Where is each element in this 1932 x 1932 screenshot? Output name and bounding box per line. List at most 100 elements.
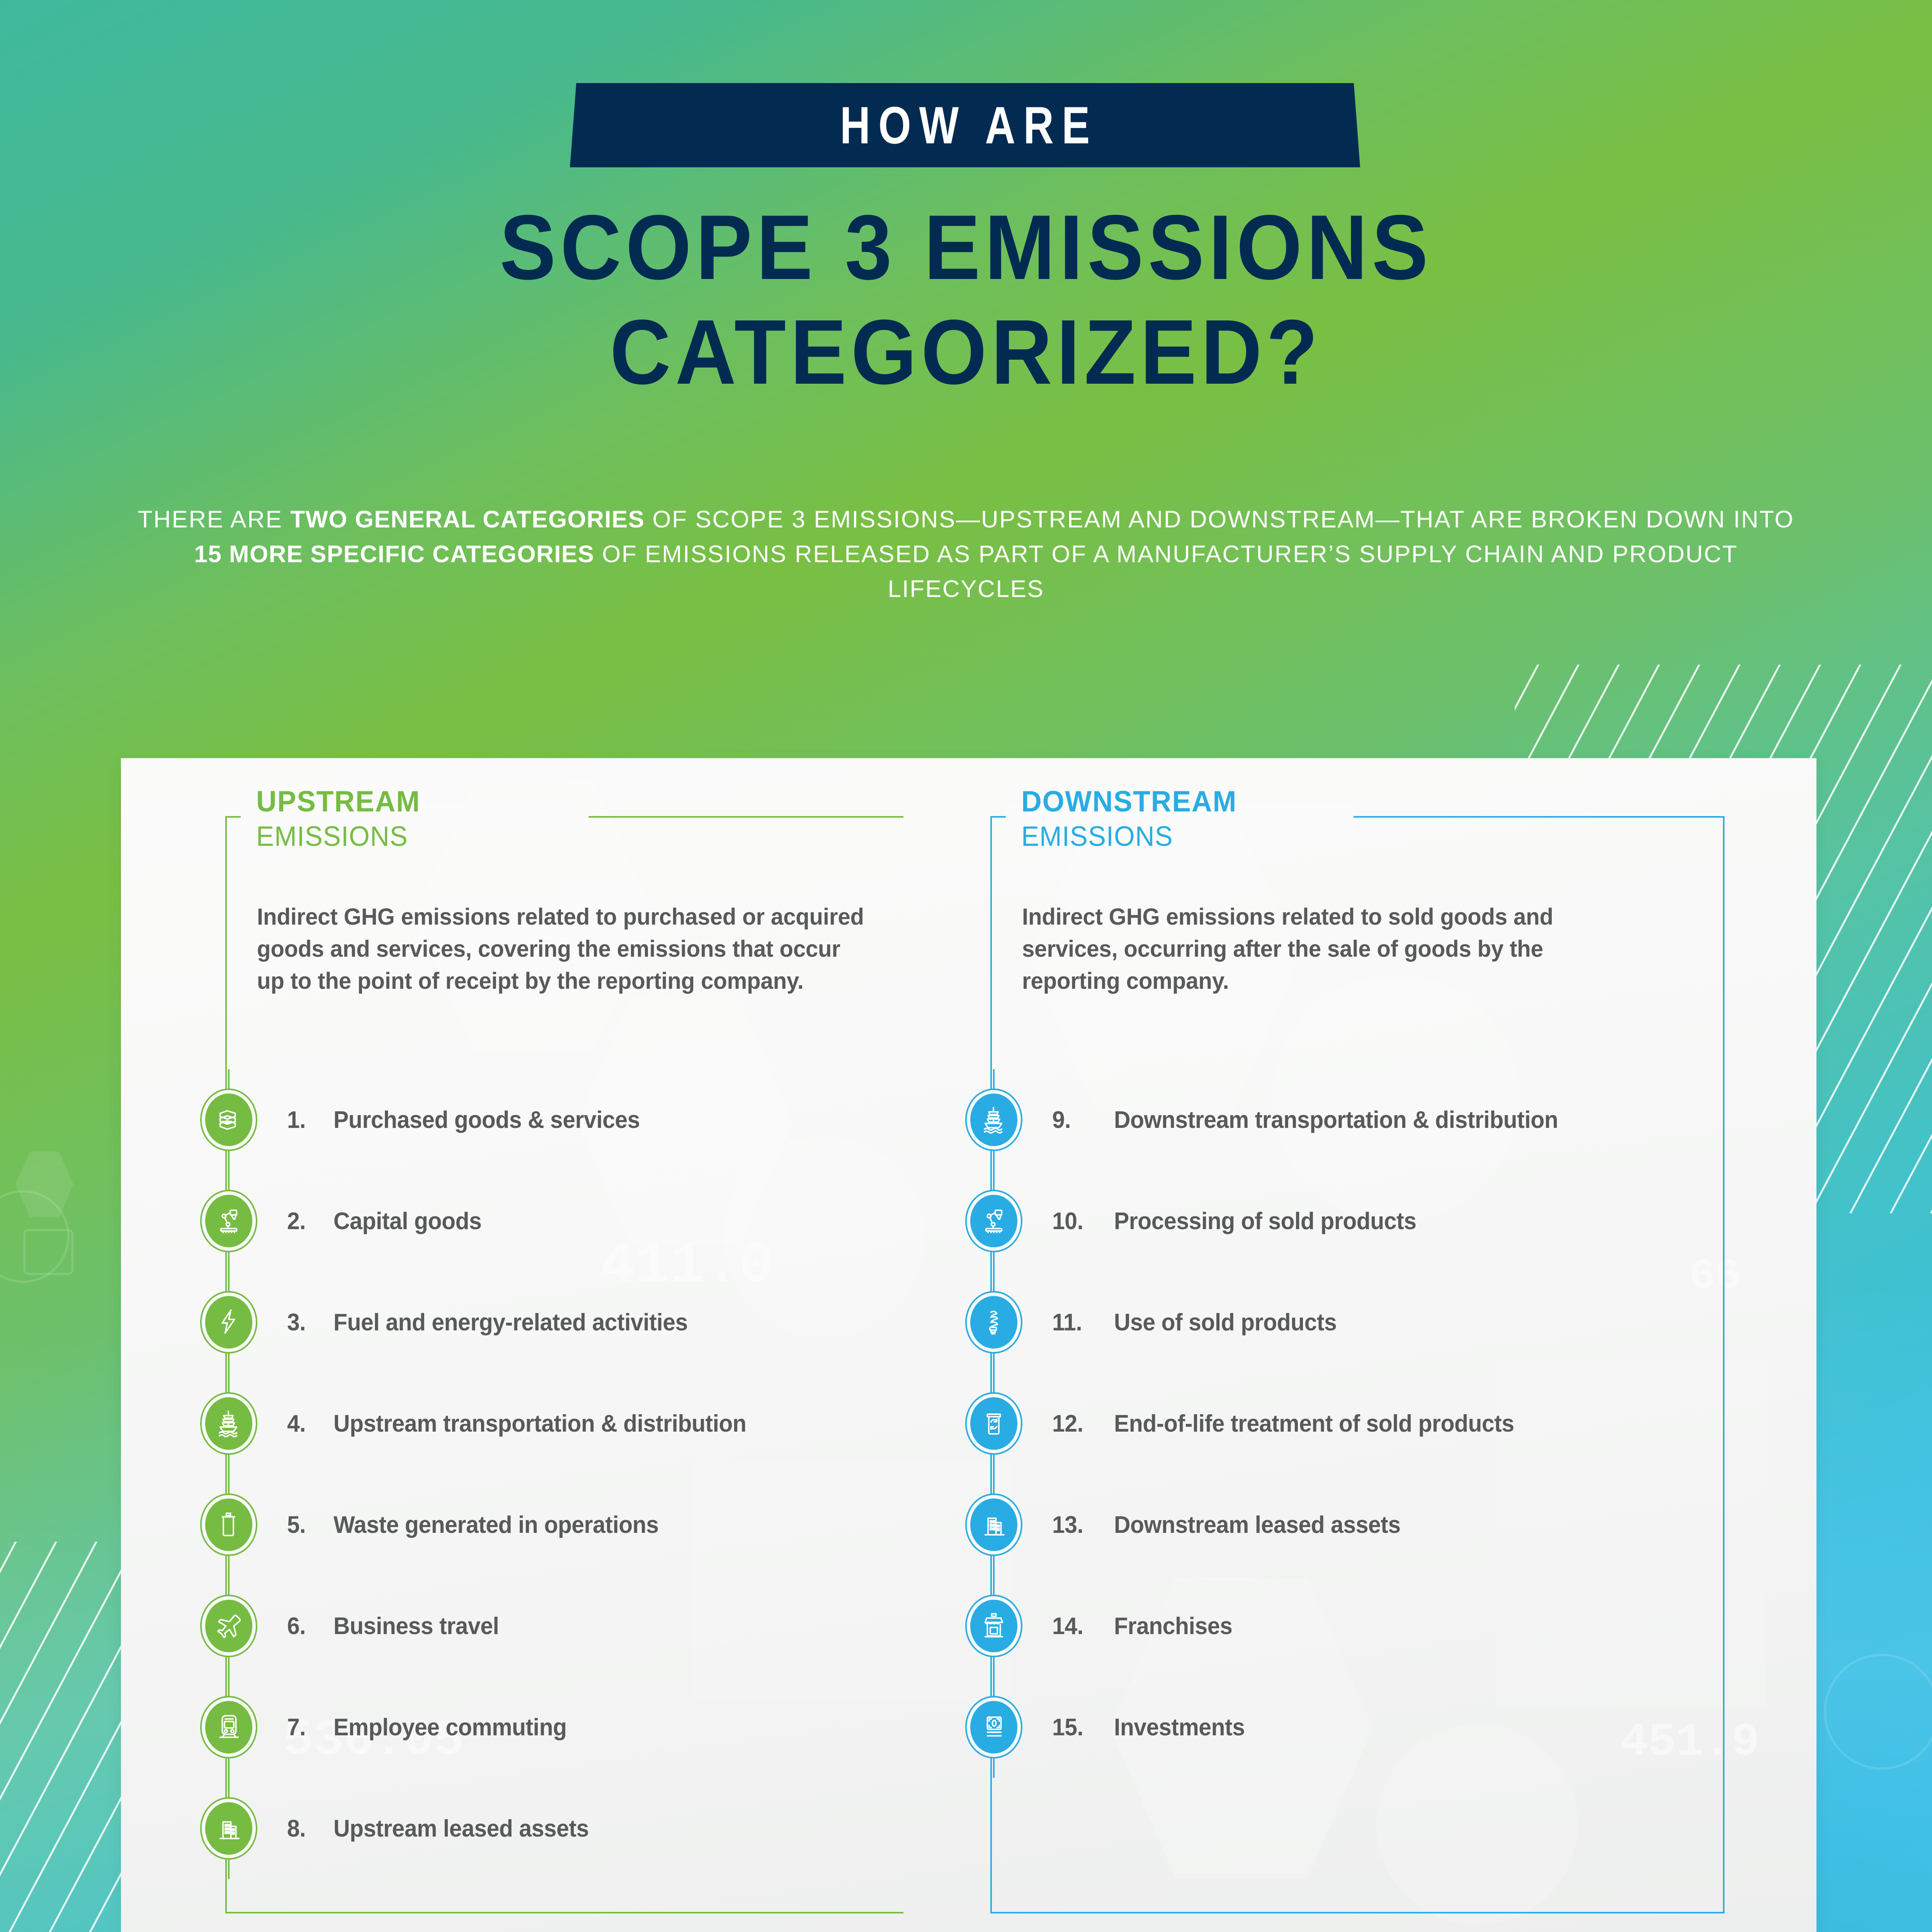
subtitle-text-2: OF SCOPE 3 EMISSIONS—UPSTREAM AND DOWNST…	[645, 506, 1794, 533]
list-item-label: Capital goods	[333, 1208, 482, 1235]
ghost-shape	[693, 1461, 1010, 1701]
page-title: SCOPE 3 EMISSIONS CATEGORIZED?	[0, 195, 1932, 405]
list-item-label: Downstream transportation & distribution	[1114, 1106, 1558, 1133]
list-item-label: Upstream transportation & distribution	[333, 1410, 747, 1437]
badge-fill	[205, 1802, 252, 1855]
money-bill-icon	[986, 1716, 1002, 1737]
list-item-label: Upstream leased assets	[333, 1815, 589, 1842]
upstream-list: 1. Purchased goods & services 2. Capital go…	[163, 1069, 913, 1879]
subtitle-text-1: THERE ARE	[138, 506, 291, 533]
list-item-label: Business travel	[333, 1612, 499, 1639]
subtitle-text-3: OF EMISSIONS RELEASED AS PART OF A MANUF…	[594, 541, 1738, 602]
upstream-heading: UPSTREAM EMISSIONS	[256, 787, 427, 852]
downstream-list: 9. Downstream transportation & distributi…	[929, 1069, 1736, 1778]
downstream-bracket	[990, 816, 1725, 1913]
cargo-ship-icon	[984, 1107, 1003, 1134]
content-card: 411.0 536.05 451.9 66 UPSTREAM EMISSIONS…	[121, 758, 1816, 1932]
page-subtitle: THERE ARE TWO GENERAL CATEGORIES OF SCOP…	[135, 502, 1797, 607]
ghost-number: 411.0	[600, 1233, 774, 1299]
list-item[interactable]: 13. Downstream leased assets	[929, 1474, 1736, 1575]
list-item-badge	[965, 1392, 1022, 1455]
badge-fill	[970, 1296, 1017, 1349]
page-title-line-1: SCOPE 3 EMISSIONS	[499, 196, 1433, 299]
list-item-number: 10.	[1052, 1208, 1083, 1235]
list-item[interactable]: 8. Upstream leased assets	[163, 1778, 913, 1879]
upstream-description: Indirect GHG emissions related to purcha…	[257, 904, 864, 994]
list-item-badge	[200, 1595, 257, 1657]
list-item-label: Use of sold products	[1114, 1309, 1337, 1336]
list-item[interactable]: 4. Upstream transportation & distribution	[163, 1373, 913, 1474]
list-item-badge	[200, 1797, 257, 1860]
list-item[interactable]: 15. Investments	[929, 1677, 1736, 1778]
badge-fill	[970, 1094, 1017, 1146]
list-item-badge	[965, 1088, 1022, 1151]
badge-fill	[970, 1195, 1017, 1247]
upstream-heading-main: UPSTREAM	[256, 785, 420, 818]
upstream-heading-sub: EMISSIONS	[256, 821, 408, 852]
list-item[interactable]: 9. Downstream transportation & distributi…	[929, 1069, 1736, 1170]
list-item[interactable]: 11. Use of sold products	[929, 1272, 1736, 1373]
list-item-badge	[200, 1392, 257, 1455]
subtitle-emphasis-1: TWO GENERAL CATEGORIES	[290, 506, 645, 533]
list-item[interactable]: 10. Processing of sold products	[929, 1170, 1736, 1272]
ghost-shape	[724, 1137, 925, 1338]
robot-arm-icon	[220, 1209, 238, 1233]
list-item-badge	[965, 1696, 1022, 1759]
downstream-heading: DOWNSTREAM EMISSIONS	[1021, 787, 1246, 852]
ribbon-banner: HOW ARE	[570, 83, 1360, 167]
badge-fill	[970, 1600, 1017, 1652]
badge-fill	[970, 1701, 1017, 1753]
list-item-number: 6.	[287, 1612, 306, 1639]
list-item-label: Waste generated in operations	[333, 1511, 659, 1538]
recycle-bin-icon	[986, 1413, 1001, 1435]
badge-fill	[205, 1094, 252, 1146]
list-item-number: 5.	[287, 1511, 306, 1538]
badge-fill	[205, 1397, 252, 1450]
list-item-number: 15.	[1052, 1714, 1083, 1741]
list-item-number: 8.	[287, 1815, 306, 1842]
list-item[interactable]: 12. End-of-life treatment of sold product…	[929, 1373, 1736, 1474]
list-item[interactable]: 3. Fuel and energy-related activities	[163, 1272, 913, 1373]
office-building-icon	[219, 1821, 240, 1839]
card-background-texture: 411.0 536.05 451.9 66	[121, 758, 1816, 1932]
list-item-label: End-of-life treatment of sold products	[1114, 1410, 1514, 1437]
list-item-badge	[965, 1291, 1022, 1354]
list-item[interactable]: 14. Franchises	[929, 1575, 1736, 1677]
cargo-ship-icon	[218, 1410, 238, 1437]
subtitle-emphasis-2: 15 MORE SPECIFIC CATEGORIES	[194, 541, 595, 568]
list-item[interactable]: 7. Employee commuting	[163, 1677, 913, 1778]
ribbon-label: HOW ARE	[840, 96, 1098, 155]
list-item[interactable]: 6. Business travel	[163, 1575, 913, 1677]
ghost-shape	[577, 998, 793, 1245]
list-item-badge	[200, 1088, 257, 1151]
badge-fill	[205, 1498, 252, 1551]
list-item-number: 12.	[1052, 1410, 1083, 1437]
list-item-number: 2.	[287, 1208, 306, 1235]
office-building-icon	[984, 1517, 1005, 1536]
ghost-shape	[1824, 1654, 1932, 1770]
page-title-line-2: CATEGORIZED?	[610, 301, 1322, 404]
downstream-heading-sub: EMISSIONS	[1021, 821, 1173, 852]
list-item-label: Fuel and energy-related activities	[333, 1309, 688, 1336]
card-columns: UPSTREAM EMISSIONS Indirect GHG emission…	[121, 758, 1816, 1932]
list-item-badge	[200, 1696, 257, 1759]
badge-fill	[970, 1397, 1017, 1450]
list-item[interactable]: 2. Capital goods	[163, 1170, 913, 1272]
airplane-icon	[217, 1614, 241, 1638]
badge-fill	[970, 1498, 1017, 1551]
trash-bin-icon	[221, 1512, 235, 1536]
list-item[interactable]: 5. Waste generated in operations	[163, 1474, 913, 1575]
downstream-description: Indirect GHG emissions related to sold g…	[1022, 904, 1553, 994]
list-item-number: 13.	[1052, 1511, 1083, 1538]
ghost-shape	[1029, 804, 1299, 1114]
list-item-number: 14.	[1052, 1612, 1083, 1639]
downstream-heading-main: DOWNSTREAM	[1021, 785, 1237, 818]
list-item-number: 11.	[1052, 1309, 1082, 1336]
upstream-column: UPSTREAM EMISSIONS Indirect GHG emission…	[163, 758, 913, 1932]
list-item-label: Employee commuting	[333, 1714, 567, 1741]
list-item-number: 4.	[287, 1410, 306, 1437]
list-item[interactable]: 1. Purchased goods & services	[163, 1069, 913, 1170]
storefront-icon	[984, 1613, 1003, 1638]
list-item-badge	[200, 1493, 257, 1556]
list-item-label: Downstream leased assets	[1114, 1511, 1401, 1538]
